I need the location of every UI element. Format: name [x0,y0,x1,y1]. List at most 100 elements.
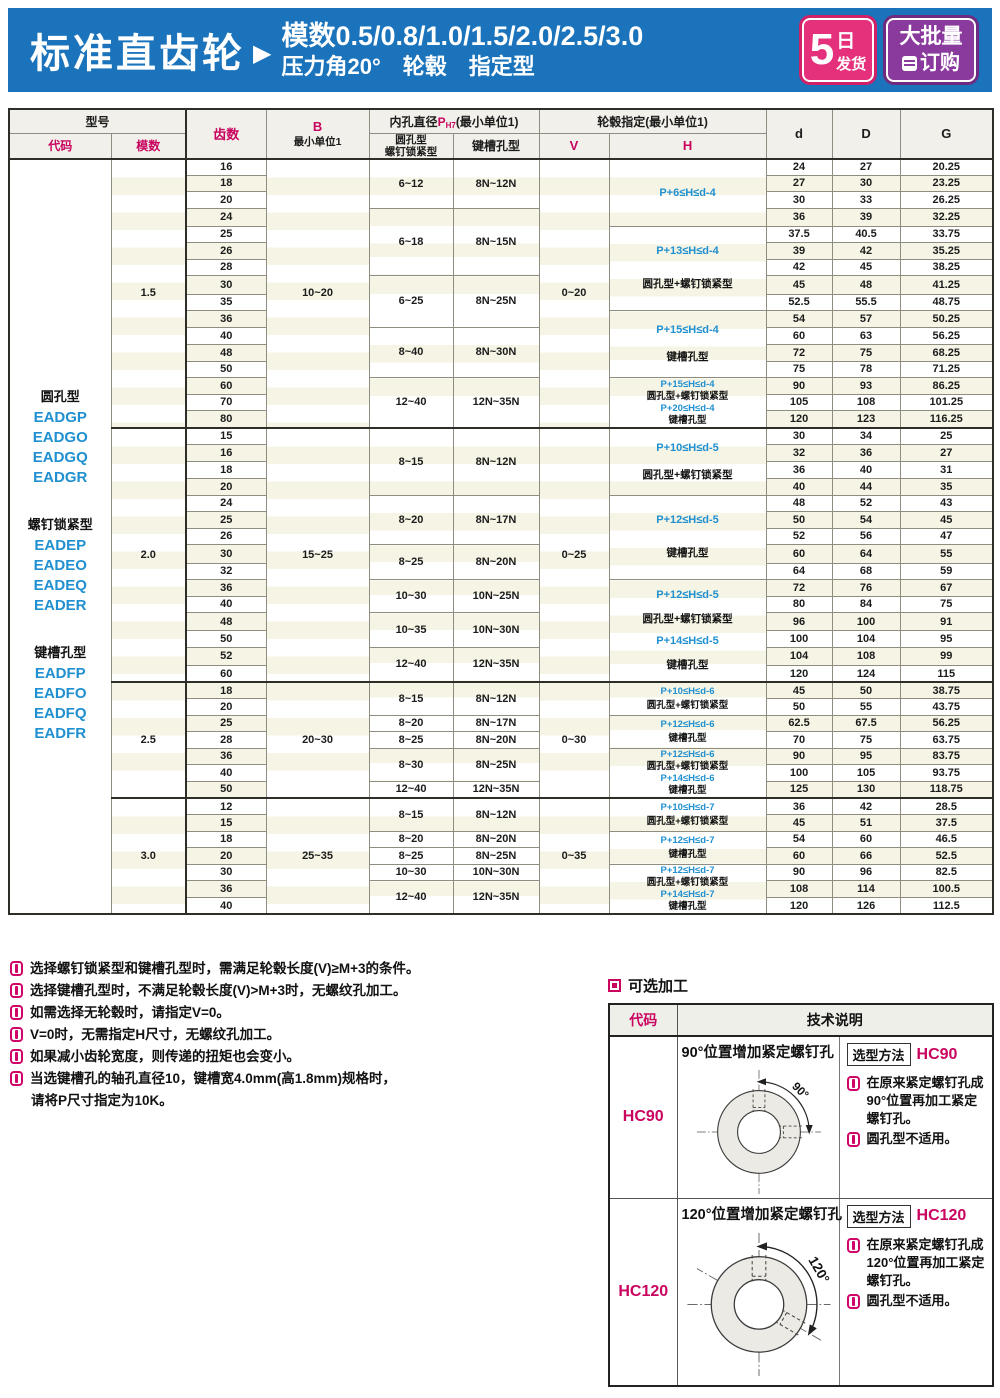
dim-d-cell: 120 [765,410,833,428]
hc120-diagram: 120° [687,1232,833,1376]
note-icon [846,1237,860,1253]
round-hole-range-cell: 6~12 [368,157,454,209]
dim-d-cell: 30 [765,191,833,209]
keyway-hole-range-cell: 8N~12N [452,681,540,716]
teeth-count-cell: 25 [185,714,267,732]
round-hole-range-cell: 8~20 [368,714,454,732]
dim-G-cell: 32.25 [899,207,994,227]
hub-h-cell: P+15≤H≤d-4 圆孔型+螺钉锁紧型 P+20≤H≤d-4 键槽孔型 [608,377,767,428]
dim-G-cell: 38.75 [899,681,994,699]
optional-processing-section: 可选加工 代码 技术说明 HC90 90°位置增加紧定螺钉孔 [608,975,994,1387]
footnote: 选择螺钉锁紧型和键槽孔型时，需满足轮毂长度(V)≥M+3的条件。 [10,958,602,980]
dim-G-cell: 56.25 [899,714,994,732]
teeth-count-cell: 25 [185,511,267,529]
width-b-cell: 15~25 [265,426,370,683]
dim-d-cell: 80 [765,595,833,613]
hub-h-cell: P+13≤H≤d-4 圆孔型+螺钉锁紧型 [608,225,767,311]
dim-D-cell: 66 [831,847,901,865]
keyway-hole-range-cell: 10N~30N [452,863,540,881]
dim-G-cell: 93.75 [899,764,994,782]
teeth-count-cell: 48 [185,611,267,632]
badge-5day-number: 5 [809,25,835,74]
dim-d-cell: 120 [765,665,833,683]
keyway-hole-range-cell: 10N~30N [452,612,540,648]
keyway-hole-range-cell: 8N~12N [452,157,540,209]
dim-d-cell: 96 [765,611,833,632]
hc120-method-label: 选型方法 [846,1204,911,1228]
teeth-count-cell: 70 [185,393,267,412]
optional-processing-table: 代码 技术说明 HC90 90°位置增加紧定螺钉孔 [608,1003,994,1387]
keyway-hole-range-cell: 8N~12N [452,797,540,832]
dim-d-cell: 90 [765,863,833,881]
banner-spec-line: 压力角20° 轮毂 指定型 [281,54,535,79]
dim-d-cell: 39 [765,242,833,260]
hc120-angle-label: 120° [805,1253,832,1285]
dim-D-cell: 55.5 [831,293,901,311]
hub-h-cell: P+12≤H≤d-5 键槽孔型 [608,494,767,580]
teeth-count-cell: 24 [185,494,267,512]
dim-D-cell: 64 [831,544,901,564]
dim-d-cell: 45 [765,814,833,832]
hub-h-cell: P+12≤H≤d-7 圆孔型+螺钉锁紧型 P+14≤H≤d-7 键槽孔型 [608,863,767,915]
table-cell: 圆孔型 螺钉锁紧型 [368,132,454,160]
round-hole-range-cell: 12~40 [368,646,454,683]
banner-modules-line: 模数0.5/0.8/1.0/1.5/2.0/2.5/3.0 [281,20,644,51]
dim-d-cell: 72 [765,344,833,362]
dim-D-cell: 78 [831,360,901,378]
dim-D-cell: 108 [831,393,901,412]
table-cell: 型号 [8,108,187,134]
keyway-hole-range-cell: 12N~35N [452,646,540,683]
dim-d-cell: 60 [765,847,833,865]
dim-d-cell: 24 [765,157,833,176]
teeth-count-cell: 60 [185,665,267,683]
dim-D-cell: 56 [831,527,901,545]
optional-note: 圆孔型不适用。 [846,1130,989,1148]
note-icon [10,1027,23,1042]
dim-G-cell: 28.5 [899,797,994,815]
banner-subtitle: 模数0.5/0.8/1.0/1.5/2.0/2.5/3.0 压力角20° 轮毂 … [281,20,643,81]
note-icon [10,1071,23,1086]
hc90-method-code: HC90 [916,1045,958,1063]
hc120-row: HC120 120°位置增加紧定螺钉孔 [608,1197,994,1387]
badge-group: 5 日 发货 大批量 订购 [802,18,982,82]
note-icon [10,1005,23,1020]
width-b-cell: 10~20 [265,157,370,428]
keyway-hole-range-cell: 8N~17N [452,714,540,732]
dim-d-cell: 50 [765,511,833,529]
dim-G-cell: 99 [899,646,994,667]
note-icon [10,983,23,998]
hc120-code: HC120 [608,1197,678,1387]
hc90-angle-label: 90° [789,1079,812,1102]
hub-h-cell: P+12≤H≤d-6 圆孔型+螺钉锁紧型 P+14≤H≤d-6 键槽孔型 [608,747,767,799]
table-cell: 轮毂指定(最小单位1) [538,108,767,134]
teeth-count-cell: 48 [185,344,267,362]
dim-G-cell: 101.25 [899,393,994,412]
dim-D-cell: 30 [831,174,901,192]
footnote: 请将P尺寸指定为10K。 [31,1093,173,1108]
teeth-count-cell: 16 [185,157,267,176]
dim-G-cell: 23.25 [899,174,994,192]
teeth-count-cell: 80 [185,410,267,428]
teeth-count-cell: 26 [185,242,267,260]
hub-h-cell: P+12≤H≤d-5 圆孔型+螺钉锁紧型 P+14≤H≤d-5 键槽孔型 [608,579,767,683]
hc90-method-label: 选型方法 [846,1043,911,1066]
badge-5day-ship: 发货 [836,56,867,73]
dim-d-cell: 52.5 [765,293,833,311]
dim-D-cell: 104 [831,630,901,648]
dim-d-cell: 100 [765,630,833,648]
dim-d-cell: 90 [765,747,833,766]
note-icon [10,961,23,976]
badge-5day-shipping: 5 日 发货 [802,18,874,82]
note-icon [10,1049,23,1064]
dim-G-cell: 38.25 [899,258,994,276]
dim-G-cell: 118.75 [899,780,994,799]
keyway-hole-range-cell: 8N~15N [452,207,540,276]
teeth-count-cell: 30 [185,275,267,295]
dim-G-cell: 43 [899,494,994,512]
round-hole-range-cell: 12~40 [368,880,454,915]
teeth-count-cell: 40 [185,595,267,613]
hc120-method-code: HC120 [916,1207,967,1224]
dim-G-cell: 63.75 [899,731,994,749]
dim-D-cell: 44 [831,477,901,496]
badge-bulk-order: 大批量 订购 [886,18,976,82]
